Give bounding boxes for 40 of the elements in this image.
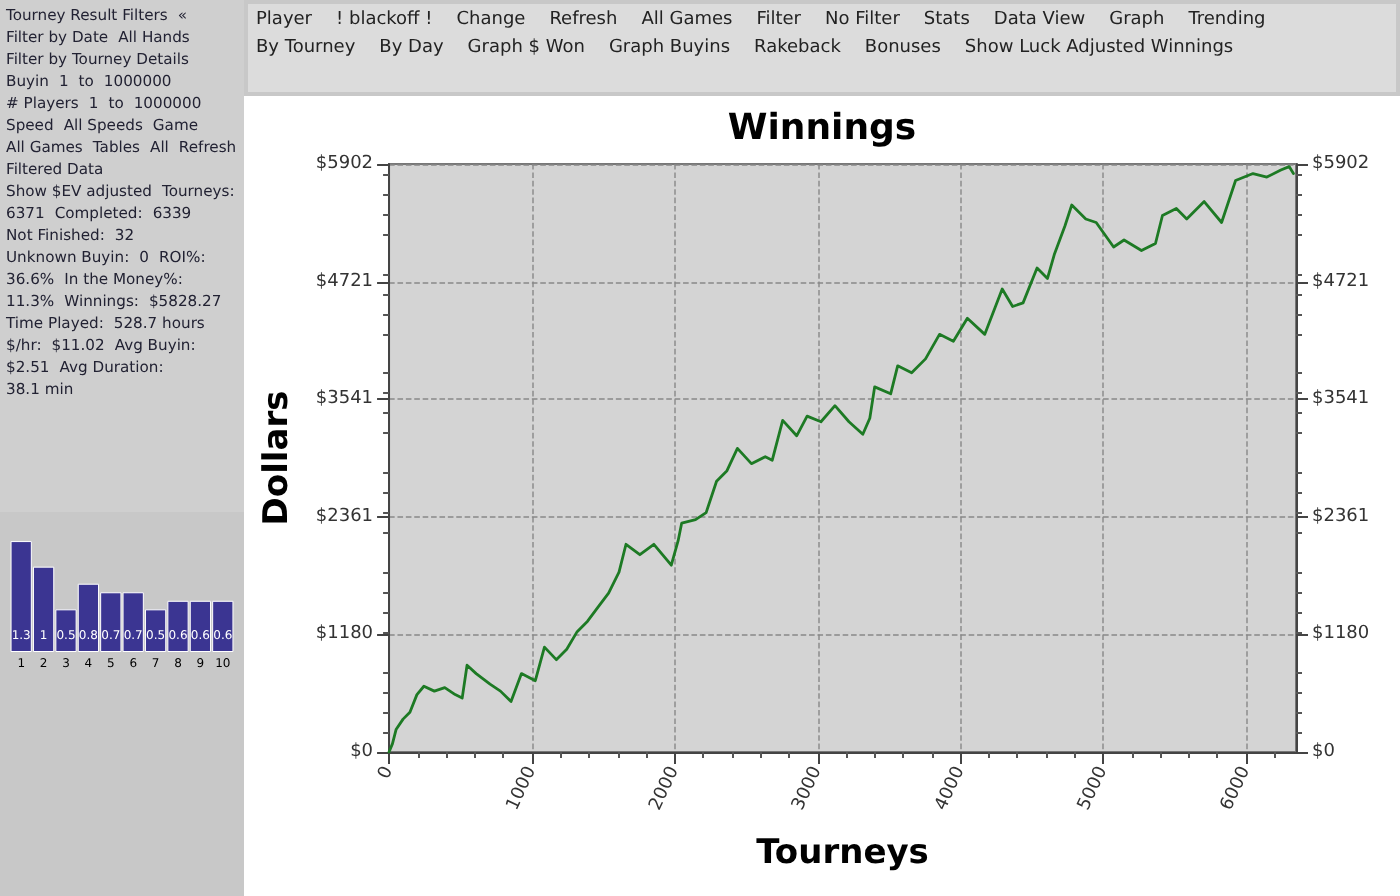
text: ! blackoff ! bbox=[336, 8, 433, 34]
x-tick-label: 1000 bbox=[503, 763, 542, 814]
y-tick-label: $3541 bbox=[315, 389, 374, 410]
text: Change bbox=[456, 8, 526, 34]
y-axis-title: Dollars bbox=[257, 390, 297, 526]
text: All Games bbox=[641, 8, 733, 34]
text: By Tourney bbox=[256, 36, 356, 62]
text: Data View bbox=[993, 8, 1086, 34]
x-tick-label: 2000 bbox=[646, 763, 684, 814]
text: Graph $ Won bbox=[467, 36, 585, 62]
x-tick-label: 3000 bbox=[789, 763, 827, 814]
y-tick-label: $4721 bbox=[315, 271, 374, 292]
x-tick-label: 4000 bbox=[931, 763, 970, 814]
x-axis-title: Tourneys bbox=[756, 833, 929, 873]
y-tick-label: $0 bbox=[350, 742, 374, 762]
y-tick-label: $1180 bbox=[315, 624, 374, 645]
y2-tick-label: $0 bbox=[1312, 742, 1336, 762]
y2-tick-label: $5902 bbox=[1312, 154, 1370, 174]
x-tick-label: 0 bbox=[375, 763, 399, 783]
text: Graph bbox=[1109, 8, 1165, 34]
text: Trending bbox=[1188, 8, 1266, 34]
text: Refresh bbox=[549, 8, 618, 34]
y2-tick-label: $2361 bbox=[1312, 506, 1370, 527]
y2-tick-label: $4721 bbox=[1312, 271, 1370, 292]
y2-tick-label: $3541 bbox=[1312, 389, 1370, 410]
text: By Day bbox=[379, 36, 444, 62]
y2-tick-label: $1180 bbox=[1312, 624, 1370, 645]
x-tick-label: 6000 bbox=[1217, 763, 1256, 814]
y-tick-label: $2361 bbox=[315, 506, 374, 527]
text: Graph Buyins bbox=[608, 36, 731, 62]
text: Player bbox=[256, 8, 313, 34]
text: No Filter bbox=[825, 8, 900, 34]
text: Stats bbox=[923, 8, 970, 34]
chart-title: Winnings bbox=[727, 107, 917, 149]
text: Filter bbox=[756, 8, 802, 34]
y-tick-label: $5902 bbox=[315, 154, 374, 174]
text: Show Luck Adjusted Winnings bbox=[964, 36, 1234, 62]
text: Rakeback bbox=[754, 36, 841, 62]
x-tick-label: 5000 bbox=[1074, 763, 1113, 814]
text: Bonuses bbox=[864, 36, 941, 62]
